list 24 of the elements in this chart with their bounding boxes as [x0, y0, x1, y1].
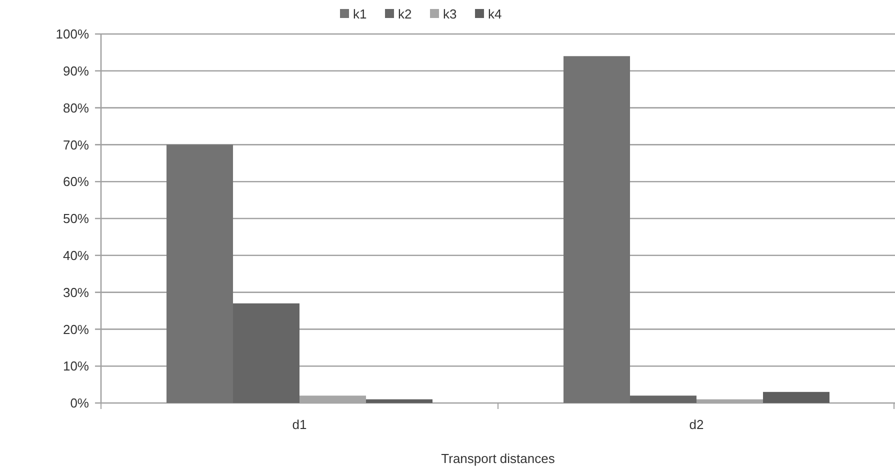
bar: [630, 396, 696, 403]
bar: [166, 144, 234, 403]
y-tick-label: 60%: [62, 174, 90, 190]
bar: [366, 399, 432, 403]
y-tick-label: 30%: [62, 284, 90, 300]
legend-label: k1: [353, 6, 367, 22]
y-tick-label: 0%: [70, 396, 90, 411]
legend-label: k4: [488, 6, 502, 22]
legend-label: k3: [443, 6, 457, 22]
x-axis-title: Transport distances: [441, 451, 556, 466]
bar: [233, 303, 300, 403]
y-tick-label: 70%: [62, 137, 90, 152]
y-tick-label: 90%: [62, 63, 90, 78]
bar: [762, 392, 830, 403]
y-tick-label: 50%: [62, 211, 90, 226]
y-tick-label: 40%: [62, 248, 90, 263]
y-tick-label: 20%: [62, 322, 90, 337]
legend-label: k2: [398, 6, 412, 22]
y-tick-label: 80%: [62, 100, 90, 116]
y-tick-label: 10%: [62, 358, 90, 374]
bar: [564, 56, 630, 403]
y-tick-label: 100%: [56, 26, 90, 42]
x-tick-label: d1: [292, 417, 307, 432]
x-tick-label: d2: [689, 417, 704, 432]
